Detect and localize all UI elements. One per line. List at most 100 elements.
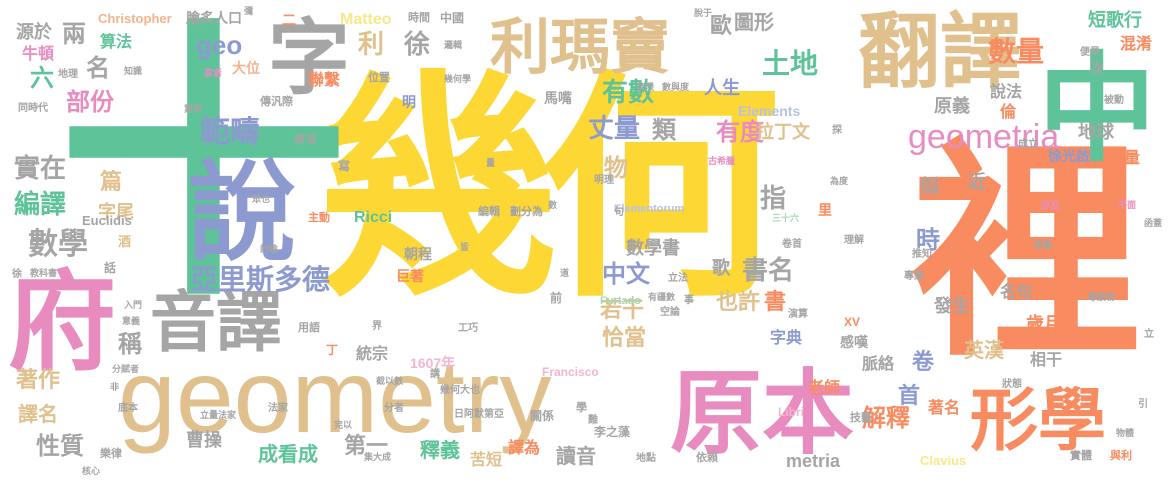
word: 原義 <box>934 96 970 117</box>
word: 劃分為 <box>510 205 543 218</box>
word: 釋義 <box>420 438 460 462</box>
word: 中 <box>1038 40 1157 178</box>
word: 數學 <box>28 227 88 262</box>
word: 算章 <box>184 105 203 115</box>
word: Furtado <box>600 295 641 307</box>
word: 指 <box>760 184 787 214</box>
word: Clavius <box>920 453 967 468</box>
word: 書 <box>764 290 787 315</box>
word: 數量 <box>988 35 1045 68</box>
word: 演算 <box>788 309 808 320</box>
word: 近 <box>968 172 986 193</box>
word: Libri <box>778 405 804 419</box>
word: 脫于 <box>694 9 713 19</box>
word: 幾何大也 <box>440 385 480 396</box>
word: Matteo <box>340 11 392 28</box>
word: 形學 <box>970 382 1107 461</box>
word: 立 <box>1144 329 1154 340</box>
word: 教科書 <box>30 269 58 279</box>
word: 立量法家 <box>200 411 237 421</box>
word: 工巧 <box>458 323 478 334</box>
word: 人生 <box>704 78 740 99</box>
word: 類 <box>652 116 676 144</box>
word: 裡 <box>912 121 1143 388</box>
word: 感嘆 <box>840 335 868 351</box>
word: 明 <box>402 95 416 111</box>
word: 稱 <box>118 330 142 358</box>
word: 函蓋 <box>1144 219 1163 229</box>
word: 曹操 <box>186 430 222 451</box>
word: 狀態 <box>1002 379 1022 390</box>
word: 編譯 <box>14 190 67 220</box>
word: 丈量 <box>588 114 641 144</box>
word: Francisco <box>542 365 599 379</box>
word: 丁 <box>326 343 339 357</box>
word: 部份 <box>66 88 114 116</box>
word: 老師 <box>808 378 841 397</box>
word: 李之藻 <box>594 425 631 439</box>
word: 技藝 <box>850 411 872 424</box>
word: 截以數 <box>376 377 404 387</box>
word: 原書 <box>1034 241 1053 251</box>
word: metria <box>786 451 841 471</box>
word: 專察物 <box>1088 293 1116 303</box>
word: 範疇 <box>200 115 260 150</box>
word: 拉丁文 <box>756 122 810 143</box>
word: 字 <box>268 11 351 106</box>
word: 成立 <box>1018 139 1038 150</box>
word: 時 <box>916 226 940 254</box>
word: 譯為 <box>508 438 541 457</box>
word: 編輯 <box>478 205 500 218</box>
word: 分者 <box>384 403 404 414</box>
word: 酒 <box>118 235 132 250</box>
word: 若干 <box>600 298 645 323</box>
word: 中文 <box>602 260 650 288</box>
word: 實在 <box>14 154 67 184</box>
word: 同時代 <box>18 103 48 114</box>
word: 立法 <box>668 273 688 284</box>
word: 英漢 <box>964 338 1004 362</box>
word: 量 <box>486 159 496 169</box>
word: 六 <box>30 64 54 92</box>
word: 實體 <box>1070 449 1092 462</box>
word: 1607年 <box>410 355 456 371</box>
word: 界 <box>372 321 382 332</box>
word: 引 <box>1138 399 1148 410</box>
word: geometria <box>908 118 1060 156</box>
word: 物 <box>604 154 628 182</box>
word: 里 <box>818 203 832 219</box>
word: Euclidis <box>82 213 132 228</box>
word: 地點 <box>636 453 656 464</box>
word: 朝程 <box>404 247 432 263</box>
word: 度量 <box>1108 148 1141 167</box>
word: 數學書 <box>626 238 680 259</box>
word: 家者 <box>204 69 223 79</box>
word: 膾炙人口 <box>186 11 242 27</box>
word: 著作 <box>16 368 61 393</box>
word: 次 <box>1090 61 1104 77</box>
word: 說法 <box>990 82 1023 101</box>
word: 統宗 <box>356 344 389 363</box>
word: 物體 <box>1116 429 1135 439</box>
word: 推知 <box>912 249 932 260</box>
word: 圖形 <box>734 10 774 34</box>
word: Christopher <box>98 11 172 26</box>
word: 非 <box>110 383 120 393</box>
word: 十 <box>58 0 348 335</box>
word: 關係 <box>530 409 555 423</box>
word: 事項 <box>294 133 316 146</box>
word: 原本 <box>670 360 855 467</box>
word: 利瑪竇 <box>490 13 670 83</box>
word: 寫 <box>338 159 351 173</box>
word: 似 <box>920 174 940 198</box>
word: 道 <box>560 269 570 279</box>
word: 篇 <box>100 170 123 195</box>
word: 時間 <box>408 11 430 24</box>
word: 平面 <box>1118 201 1137 211</box>
word: 樂律 <box>100 447 122 460</box>
word: 討論 <box>260 245 279 255</box>
word: 相干 <box>1030 350 1063 369</box>
word: 有限 <box>636 83 655 93</box>
word: 分賦者 <box>112 365 140 375</box>
word: 府 <box>8 261 117 386</box>
